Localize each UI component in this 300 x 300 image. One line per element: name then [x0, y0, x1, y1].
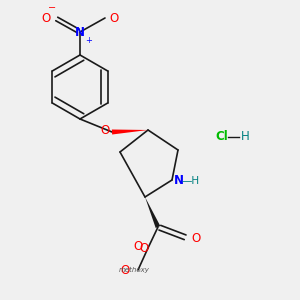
Polygon shape [112, 130, 148, 134]
Text: O: O [101, 124, 110, 137]
Text: O: O [109, 11, 118, 25]
Text: O: O [140, 242, 148, 254]
Text: methoxy: methoxy [118, 267, 149, 273]
Text: −: − [48, 3, 56, 13]
Text: O: O [42, 11, 51, 25]
Text: Cl: Cl [215, 130, 228, 143]
Text: H: H [241, 130, 250, 143]
Text: O: O [121, 263, 130, 277]
Text: O: O [191, 232, 200, 244]
Text: N: N [174, 175, 184, 188]
Text: N: N [75, 26, 85, 38]
Text: O: O [134, 239, 143, 253]
Text: —H: —H [182, 176, 200, 186]
Text: +: + [85, 36, 92, 45]
Polygon shape [145, 197, 160, 228]
